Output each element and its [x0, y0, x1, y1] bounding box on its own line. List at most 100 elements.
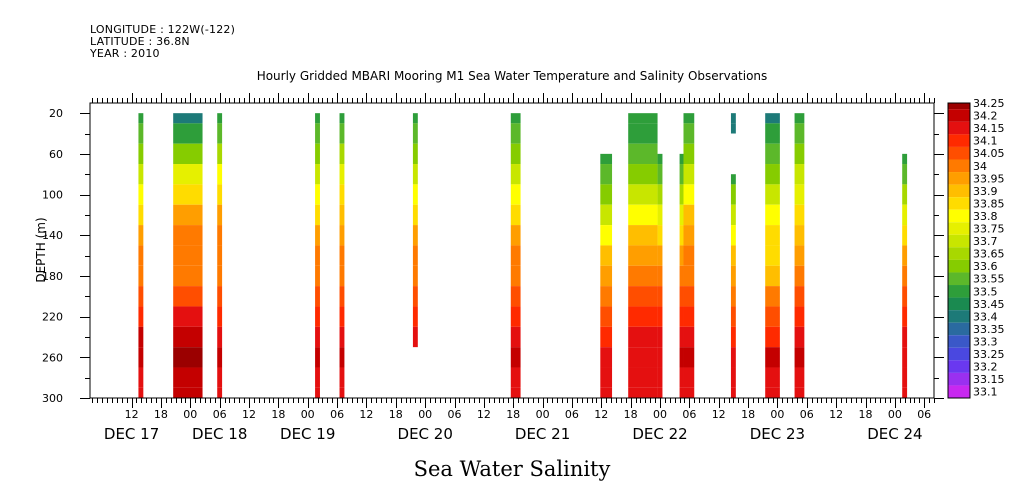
heatmap-cell: [794, 286, 805, 307]
heatmap-cell: [902, 306, 908, 327]
heatmap-cell: [339, 164, 345, 185]
x-tick-label: 18: [389, 408, 403, 421]
heatmap-cell: [683, 113, 695, 124]
heatmap-cell: [600, 265, 613, 287]
heatmap-cell: [339, 123, 345, 144]
heatmap-cell: [217, 225, 223, 246]
heatmap-cell: [679, 164, 684, 185]
legend-swatch: [948, 385, 970, 398]
heatmap-cell: [173, 143, 203, 165]
x-day-label: DEC 19: [280, 425, 335, 443]
heatmap-cell: [339, 306, 345, 327]
heatmap-cell: [902, 164, 908, 185]
heatmap-cell: [765, 225, 780, 246]
heatmap-cell: [412, 225, 418, 246]
heatmap-cell: [730, 174, 736, 185]
x-tick-label: 18: [271, 408, 285, 421]
heatmap-cell: [765, 164, 780, 185]
heatmap-cell: [510, 245, 521, 266]
heatmap-cell: [679, 245, 684, 266]
heatmap-cell: [510, 306, 521, 327]
legend-frame: [947, 102, 971, 399]
heatmap-cell: [628, 367, 658, 388]
heatmap-cell: [679, 387, 684, 398]
legend-label: 33.2: [973, 361, 998, 374]
heatmap-cell: [730, 387, 736, 398]
legend-label: 33.4: [973, 310, 998, 323]
legend-swatch: [948, 146, 970, 160]
legend-swatch: [948, 222, 970, 235]
x-day-label: DEC 18: [192, 425, 247, 443]
heatmap-cell: [679, 225, 684, 246]
heatmap-cell: [315, 326, 320, 348]
x-tick-label: 00: [418, 408, 432, 421]
y-tick-label: 20: [49, 107, 63, 120]
heatmap-cell: [683, 367, 695, 388]
legend-swatch: [948, 103, 970, 110]
y-axis-label: DEPTH (m): [34, 217, 48, 282]
heatmap-cell: [902, 387, 908, 398]
heatmap-cell: [765, 286, 780, 307]
heatmap-cell: [138, 164, 144, 185]
legend-label: 34.25: [973, 97, 1005, 110]
heatmap-cell: [902, 367, 908, 388]
heatmap-cell: [628, 184, 658, 205]
heatmap-cell: [600, 245, 613, 266]
heatmap-cell: [217, 387, 223, 398]
heatmap-cell: [339, 113, 345, 124]
heatmap-cell: [902, 153, 908, 165]
heatmap-cell: [600, 204, 613, 226]
heatmap-cell: [173, 113, 203, 124]
heatmap-cell: [138, 123, 144, 144]
heatmap-cell: [600, 387, 613, 398]
heatmap-cell: [730, 265, 736, 287]
heatmap-cell: [138, 184, 144, 205]
heatmap-cell: [683, 326, 695, 348]
heatmap-cell: [412, 245, 418, 266]
legend-label: 33.35: [973, 323, 1005, 336]
heatmap-cell: [765, 245, 780, 266]
heatmap-cell: [173, 164, 203, 185]
heatmap-cell: [600, 153, 613, 165]
heatmap-cell: [657, 225, 663, 246]
legend-label: 33.75: [973, 223, 1005, 236]
x-tick-label: 18: [624, 408, 638, 421]
heatmap-cell: [339, 367, 345, 388]
heatmap-cell: [412, 286, 418, 307]
heatmap-cell: [315, 265, 320, 287]
heatmap-cell: [657, 326, 663, 348]
heatmap-cell: [765, 347, 780, 368]
heatmap-cell: [173, 245, 203, 266]
x-axis-label: Sea Water Salinity: [414, 457, 611, 481]
axis-ticks: [80, 93, 944, 408]
heatmap-cell: [339, 245, 345, 266]
legend-swatch: [948, 172, 970, 185]
heatmap-cell: [730, 204, 736, 226]
heatmap-cell: [628, 306, 658, 327]
heatmap-cell: [679, 184, 684, 205]
x-tick-label: 12: [712, 408, 726, 421]
heatmap-cell: [657, 204, 663, 226]
heatmap-cell: [794, 184, 805, 205]
x-tick-label: 06: [448, 408, 462, 421]
legend-label: 34.15: [973, 122, 1005, 135]
heatmap-cell: [510, 367, 521, 388]
x-day-label: DEC 21: [515, 425, 570, 443]
y-tick-label: 260: [42, 351, 63, 364]
heatmap-cell: [412, 204, 418, 226]
heatmap-cell: [902, 225, 908, 246]
colorbar-legend: 34.2534.234.1534.134.053433.9533.933.853…: [947, 97, 1005, 399]
x-tick-label: 06: [800, 408, 814, 421]
heatmap-cell: [683, 164, 695, 185]
legend-swatch: [948, 109, 970, 122]
heatmap-cell: [510, 164, 521, 185]
x-tick-label: 18: [506, 408, 520, 421]
heatmap-cell: [794, 367, 805, 388]
heatmap-cell: [794, 113, 805, 124]
x-tick-label: 00: [770, 408, 784, 421]
heatmap-cell: [217, 286, 223, 307]
heatmap-cell: [138, 113, 144, 124]
x-tick-label: 12: [594, 408, 608, 421]
legend-label: 33.55: [973, 273, 1005, 286]
